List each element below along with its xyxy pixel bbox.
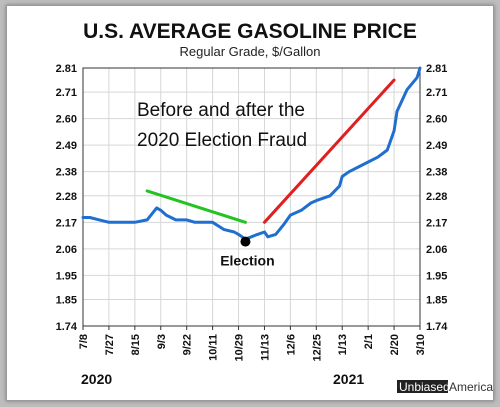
y-axis-left: 2.81 2.71 2.60 2.49 2.38 2.28 2.17 2.06 1.95 1.85… bbox=[56, 63, 78, 333]
trend-lines bbox=[145, 78, 396, 224]
x-tick-label: 2/1 bbox=[363, 334, 375, 349]
annotation-line-2: 2020 Election Fraud bbox=[137, 130, 307, 151]
y-tick-label-left: 2.81 bbox=[56, 63, 77, 75]
y-tick-label-left: 1.85 bbox=[56, 294, 77, 306]
x-axis: 7/8 7/27 8/15 9/3 9/22 10/11 10/29 11/13 12/6 12/… bbox=[78, 326, 427, 362]
x-tick-label: 2/20 bbox=[389, 334, 401, 355]
y-tick-label-right: 2.60 bbox=[426, 114, 447, 126]
y-tick-label-right: 2.17 bbox=[426, 217, 447, 229]
x-tick-label: 3/10 bbox=[415, 334, 427, 355]
y-tick-label-left: 2.28 bbox=[56, 191, 77, 203]
y-tick-label-left: 2.60 bbox=[56, 114, 77, 126]
x-tick-label: 9/3 bbox=[156, 334, 168, 349]
x-tick-label: 8/15 bbox=[130, 334, 142, 355]
year-label-2020: 2020 bbox=[81, 371, 112, 387]
y-tick-label-left: 1.95 bbox=[56, 270, 77, 282]
trend-line-green bbox=[145, 189, 247, 224]
chart-title: U.S. AVERAGE GASOLINE PRICE bbox=[83, 20, 417, 43]
y-tick-label-right: 2.49 bbox=[426, 140, 447, 152]
chart-subtitle: Regular Grade, $/Gallon bbox=[180, 44, 321, 59]
y-tick-label-right: 2.38 bbox=[426, 167, 447, 179]
y-tick-label-right: 2.06 bbox=[426, 244, 447, 256]
y-tick-label-right: 1.85 bbox=[426, 294, 447, 306]
brand-word-1: Unbiased bbox=[399, 380, 450, 394]
x-tick-label: 11/13 bbox=[259, 334, 271, 361]
y-tick-label-right: 2.81 bbox=[426, 63, 447, 75]
y-tick-label-right: 2.71 bbox=[426, 87, 447, 99]
y-tick-label-left: 2.71 bbox=[56, 87, 77, 99]
y-tick-label-left: 2.38 bbox=[56, 167, 77, 179]
brand-box bbox=[397, 380, 448, 393]
y-tick-label-right: 2.28 bbox=[426, 191, 447, 203]
year-label-2021: 2021 bbox=[333, 371, 364, 387]
x-tick-label: 7/8 bbox=[78, 334, 90, 349]
x-tick-label: 12/25 bbox=[311, 334, 323, 362]
x-tick-label: 9/22 bbox=[182, 334, 194, 355]
election-marker bbox=[240, 236, 251, 247]
x-tick-label: 7/27 bbox=[104, 334, 116, 355]
trend-line-red bbox=[262, 78, 396, 224]
x-tick-label: 10/29 bbox=[234, 334, 246, 362]
x-tick-label: 1/13 bbox=[337, 334, 349, 355]
plot-area bbox=[82, 67, 421, 327]
x-tick-label: 12/6 bbox=[285, 334, 297, 355]
y-tick-label-right: 1.95 bbox=[426, 270, 447, 282]
y-tick-label-left: 2.06 bbox=[56, 244, 77, 256]
x-tick-label: 10/11 bbox=[208, 334, 220, 361]
gasoline-price-chart: U.S. AVERAGE GASOLINE PRICE Regular Grad… bbox=[56, 20, 493, 394]
y-tick-label-left: 2.49 bbox=[56, 140, 77, 152]
brand-logo: Unbiased America bbox=[397, 380, 493, 394]
series-line-gas-price bbox=[81, 66, 422, 241]
y-tick-label-right: 1.74 bbox=[426, 321, 448, 333]
chart-frame: U.S. AVERAGE GASOLINE PRICE Regular Grad… bbox=[6, 5, 494, 401]
y-tick-label-left: 1.74 bbox=[56, 321, 78, 333]
election-label: Election bbox=[220, 253, 274, 269]
y-axis-right: 2.81 2.71 2.60 2.49 2.38 2.28 2.17 2.06 1.95 1.85… bbox=[426, 63, 448, 333]
brand-word-2: America bbox=[449, 380, 493, 394]
annotation-line-1: Before and after the bbox=[137, 100, 305, 121]
y-tick-label-left: 2.17 bbox=[56, 217, 77, 229]
